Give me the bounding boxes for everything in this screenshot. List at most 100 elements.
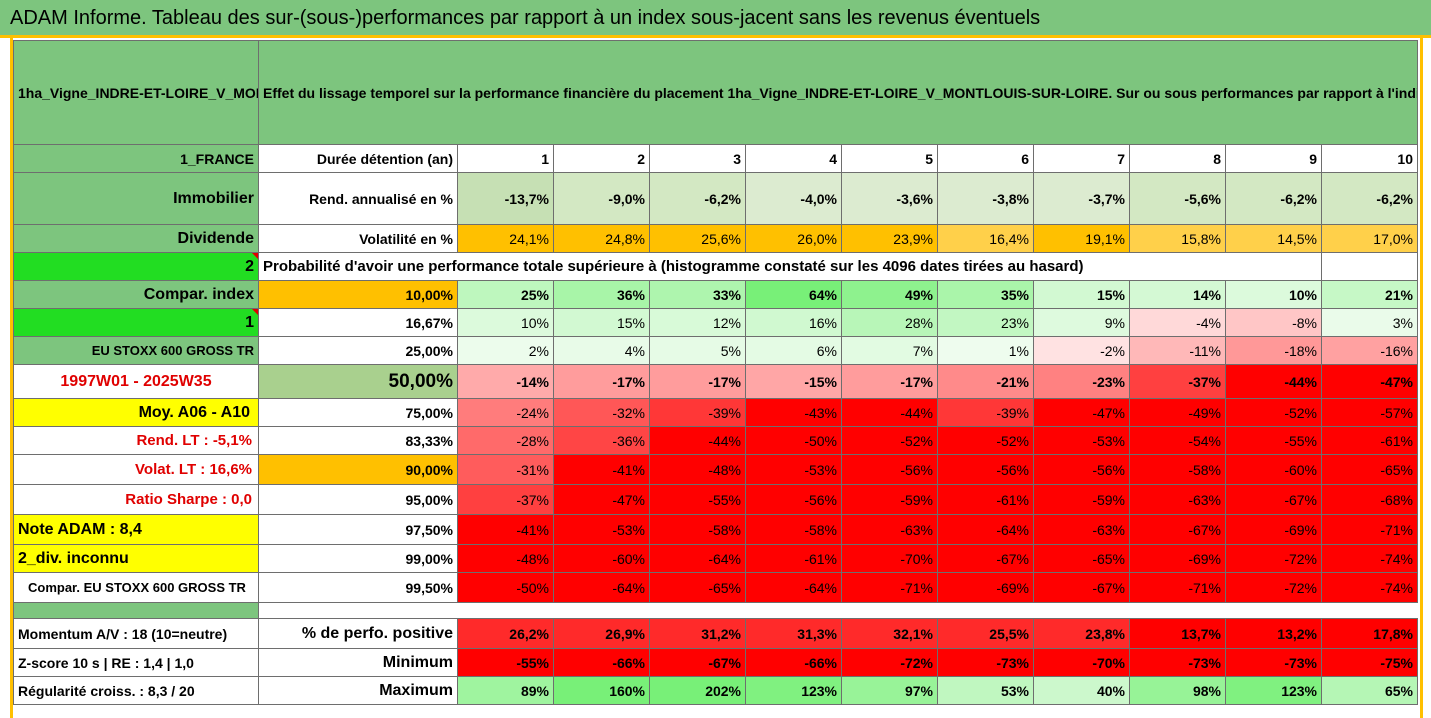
- percentile-value: 15%: [1033, 280, 1130, 309]
- maximum-value: 98%: [1129, 676, 1226, 705]
- percentile-value: -64%: [553, 572, 650, 603]
- percentile-value: -58%: [745, 514, 842, 545]
- percentile-value: 23%: [937, 308, 1034, 337]
- volatility-value: 16,4%: [937, 224, 1034, 253]
- percentile-value: -11%: [1129, 336, 1226, 365]
- percentile-value: -55%: [1225, 426, 1322, 455]
- volatility-value: 24,8%: [553, 224, 650, 253]
- percentile-label: 99,50%: [258, 572, 458, 603]
- percentile-value: -60%: [1225, 454, 1322, 485]
- percentile-value: -44%: [649, 426, 746, 455]
- year-header-4: 4: [745, 144, 842, 173]
- percentile-label: 50,00%: [258, 364, 458, 399]
- asset-name-cell: 1ha_Vigne_INDRE-ET-LOIRE_V_MONTLOUIS-SUR…: [13, 40, 259, 145]
- title-bar: ADAM Informe. Tableau des sur-(sous-)per…: [0, 0, 1431, 38]
- percentile-value: -37%: [457, 484, 554, 515]
- percentile-value: -56%: [745, 484, 842, 515]
- maximum-label: Maximum: [258, 676, 458, 705]
- percentile-value: -59%: [841, 484, 938, 515]
- percentile-value: -64%: [937, 514, 1034, 545]
- volatility-label: Volatilité en %: [258, 224, 458, 253]
- percentile-value: -43%: [745, 398, 842, 427]
- percentile-value: -28%: [457, 426, 554, 455]
- percentile-label: 90,00%: [258, 454, 458, 485]
- maximum-value: 40%: [1033, 676, 1130, 705]
- annual-return-value: -3,8%: [937, 172, 1034, 225]
- percentile-label: 75,00%: [258, 398, 458, 427]
- moy-label: Moy. A06 - A10: [13, 398, 259, 427]
- maximum-value: 65%: [1321, 676, 1418, 705]
- percentile-value: -16%: [1321, 336, 1418, 365]
- percentile-value: -52%: [841, 426, 938, 455]
- percentile-value: -64%: [745, 572, 842, 603]
- maximum-value: 123%: [1225, 676, 1322, 705]
- percentile-value: -61%: [937, 484, 1034, 515]
- year-header-10: 10: [1321, 144, 1418, 173]
- percentile-value: -17%: [841, 364, 938, 399]
- percentile-value: 1%: [937, 336, 1034, 365]
- percentile-value: -53%: [553, 514, 650, 545]
- percentile-value: -56%: [1033, 454, 1130, 485]
- percentile-value: -63%: [1129, 484, 1226, 515]
- sharpe-label: Ratio Sharpe : 0,0: [13, 484, 259, 515]
- percentile-value: -17%: [553, 364, 650, 399]
- percentile-value: 21%: [1321, 280, 1418, 309]
- percentile-value: 16%: [745, 308, 842, 337]
- annual-return-value: -6,2%: [1225, 172, 1322, 225]
- percentile-value: 36%: [553, 280, 650, 309]
- percentile-value: -49%: [1129, 398, 1226, 427]
- percentile-value: -67%: [1033, 572, 1130, 603]
- percentile-label: 99,00%: [258, 544, 458, 573]
- percentile-value: -15%: [745, 364, 842, 399]
- volatility-value: 19,1%: [1033, 224, 1130, 253]
- percentile-value: -63%: [841, 514, 938, 545]
- positive-perf-value: 26,9%: [553, 618, 650, 649]
- positive-perf-label: % de perfo. positive: [258, 618, 458, 649]
- percentile-value: 7%: [841, 336, 938, 365]
- positive-perf-value: 13,2%: [1225, 618, 1322, 649]
- percentile-value: -53%: [745, 454, 842, 485]
- percentile-value: -67%: [1129, 514, 1226, 545]
- minimum-value: -70%: [1033, 648, 1130, 677]
- minimum-value: -72%: [841, 648, 938, 677]
- positive-perf-value: 31,2%: [649, 618, 746, 649]
- year-header-6: 6: [937, 144, 1034, 173]
- percentile-value: -21%: [937, 364, 1034, 399]
- maximum-value: 89%: [457, 676, 554, 705]
- percentile-value: 49%: [841, 280, 938, 309]
- percentile-value: -54%: [1129, 426, 1226, 455]
- volatility-value: 14,5%: [1225, 224, 1322, 253]
- probability-blank-1: [1225, 252, 1322, 281]
- percentile-value: -74%: [1321, 572, 1418, 603]
- percentile-value: 12%: [649, 308, 746, 337]
- percentile-value: 28%: [841, 308, 938, 337]
- minimum-value: -67%: [649, 648, 746, 677]
- annual-return-value: -9,0%: [553, 172, 650, 225]
- percentile-value: -71%: [1129, 572, 1226, 603]
- percentile-value: -72%: [1225, 572, 1322, 603]
- percentile-value: -53%: [1033, 426, 1130, 455]
- percentile-value: -58%: [649, 514, 746, 545]
- positive-perf-value: 17,8%: [1321, 618, 1418, 649]
- zscore-label: Z-score 10 s | RE : 1,4 | 1,0: [13, 648, 259, 677]
- percentile-label: 97,50%: [258, 514, 458, 545]
- percentile-value: -67%: [1225, 484, 1322, 515]
- minimum-value: -66%: [745, 648, 842, 677]
- percentile-value: -56%: [841, 454, 938, 485]
- percentile-value: -71%: [841, 572, 938, 603]
- percentile-value: -57%: [1321, 398, 1418, 427]
- percentile-value: -41%: [553, 454, 650, 485]
- compar-name-label: Compar. EU STOXX 600 GROSS TR: [13, 572, 259, 603]
- percentile-value: -50%: [745, 426, 842, 455]
- positive-perf-value: 32,1%: [841, 618, 938, 649]
- positive-perf-value: 31,3%: [745, 618, 842, 649]
- percentile-value: 9%: [1033, 308, 1130, 337]
- annual-return-value: -5,6%: [1129, 172, 1226, 225]
- category-label: Immobilier: [13, 172, 259, 225]
- duration-label: Durée détention (an): [258, 144, 458, 173]
- percentile-value: -63%: [1033, 514, 1130, 545]
- report-title: ADAM Informe. Tableau des sur-(sous-)per…: [10, 7, 1041, 29]
- percentile-value: -71%: [1321, 514, 1418, 545]
- annual-return-label: Rend. annualisé en %: [258, 172, 458, 225]
- percentile-value: -56%: [937, 454, 1034, 485]
